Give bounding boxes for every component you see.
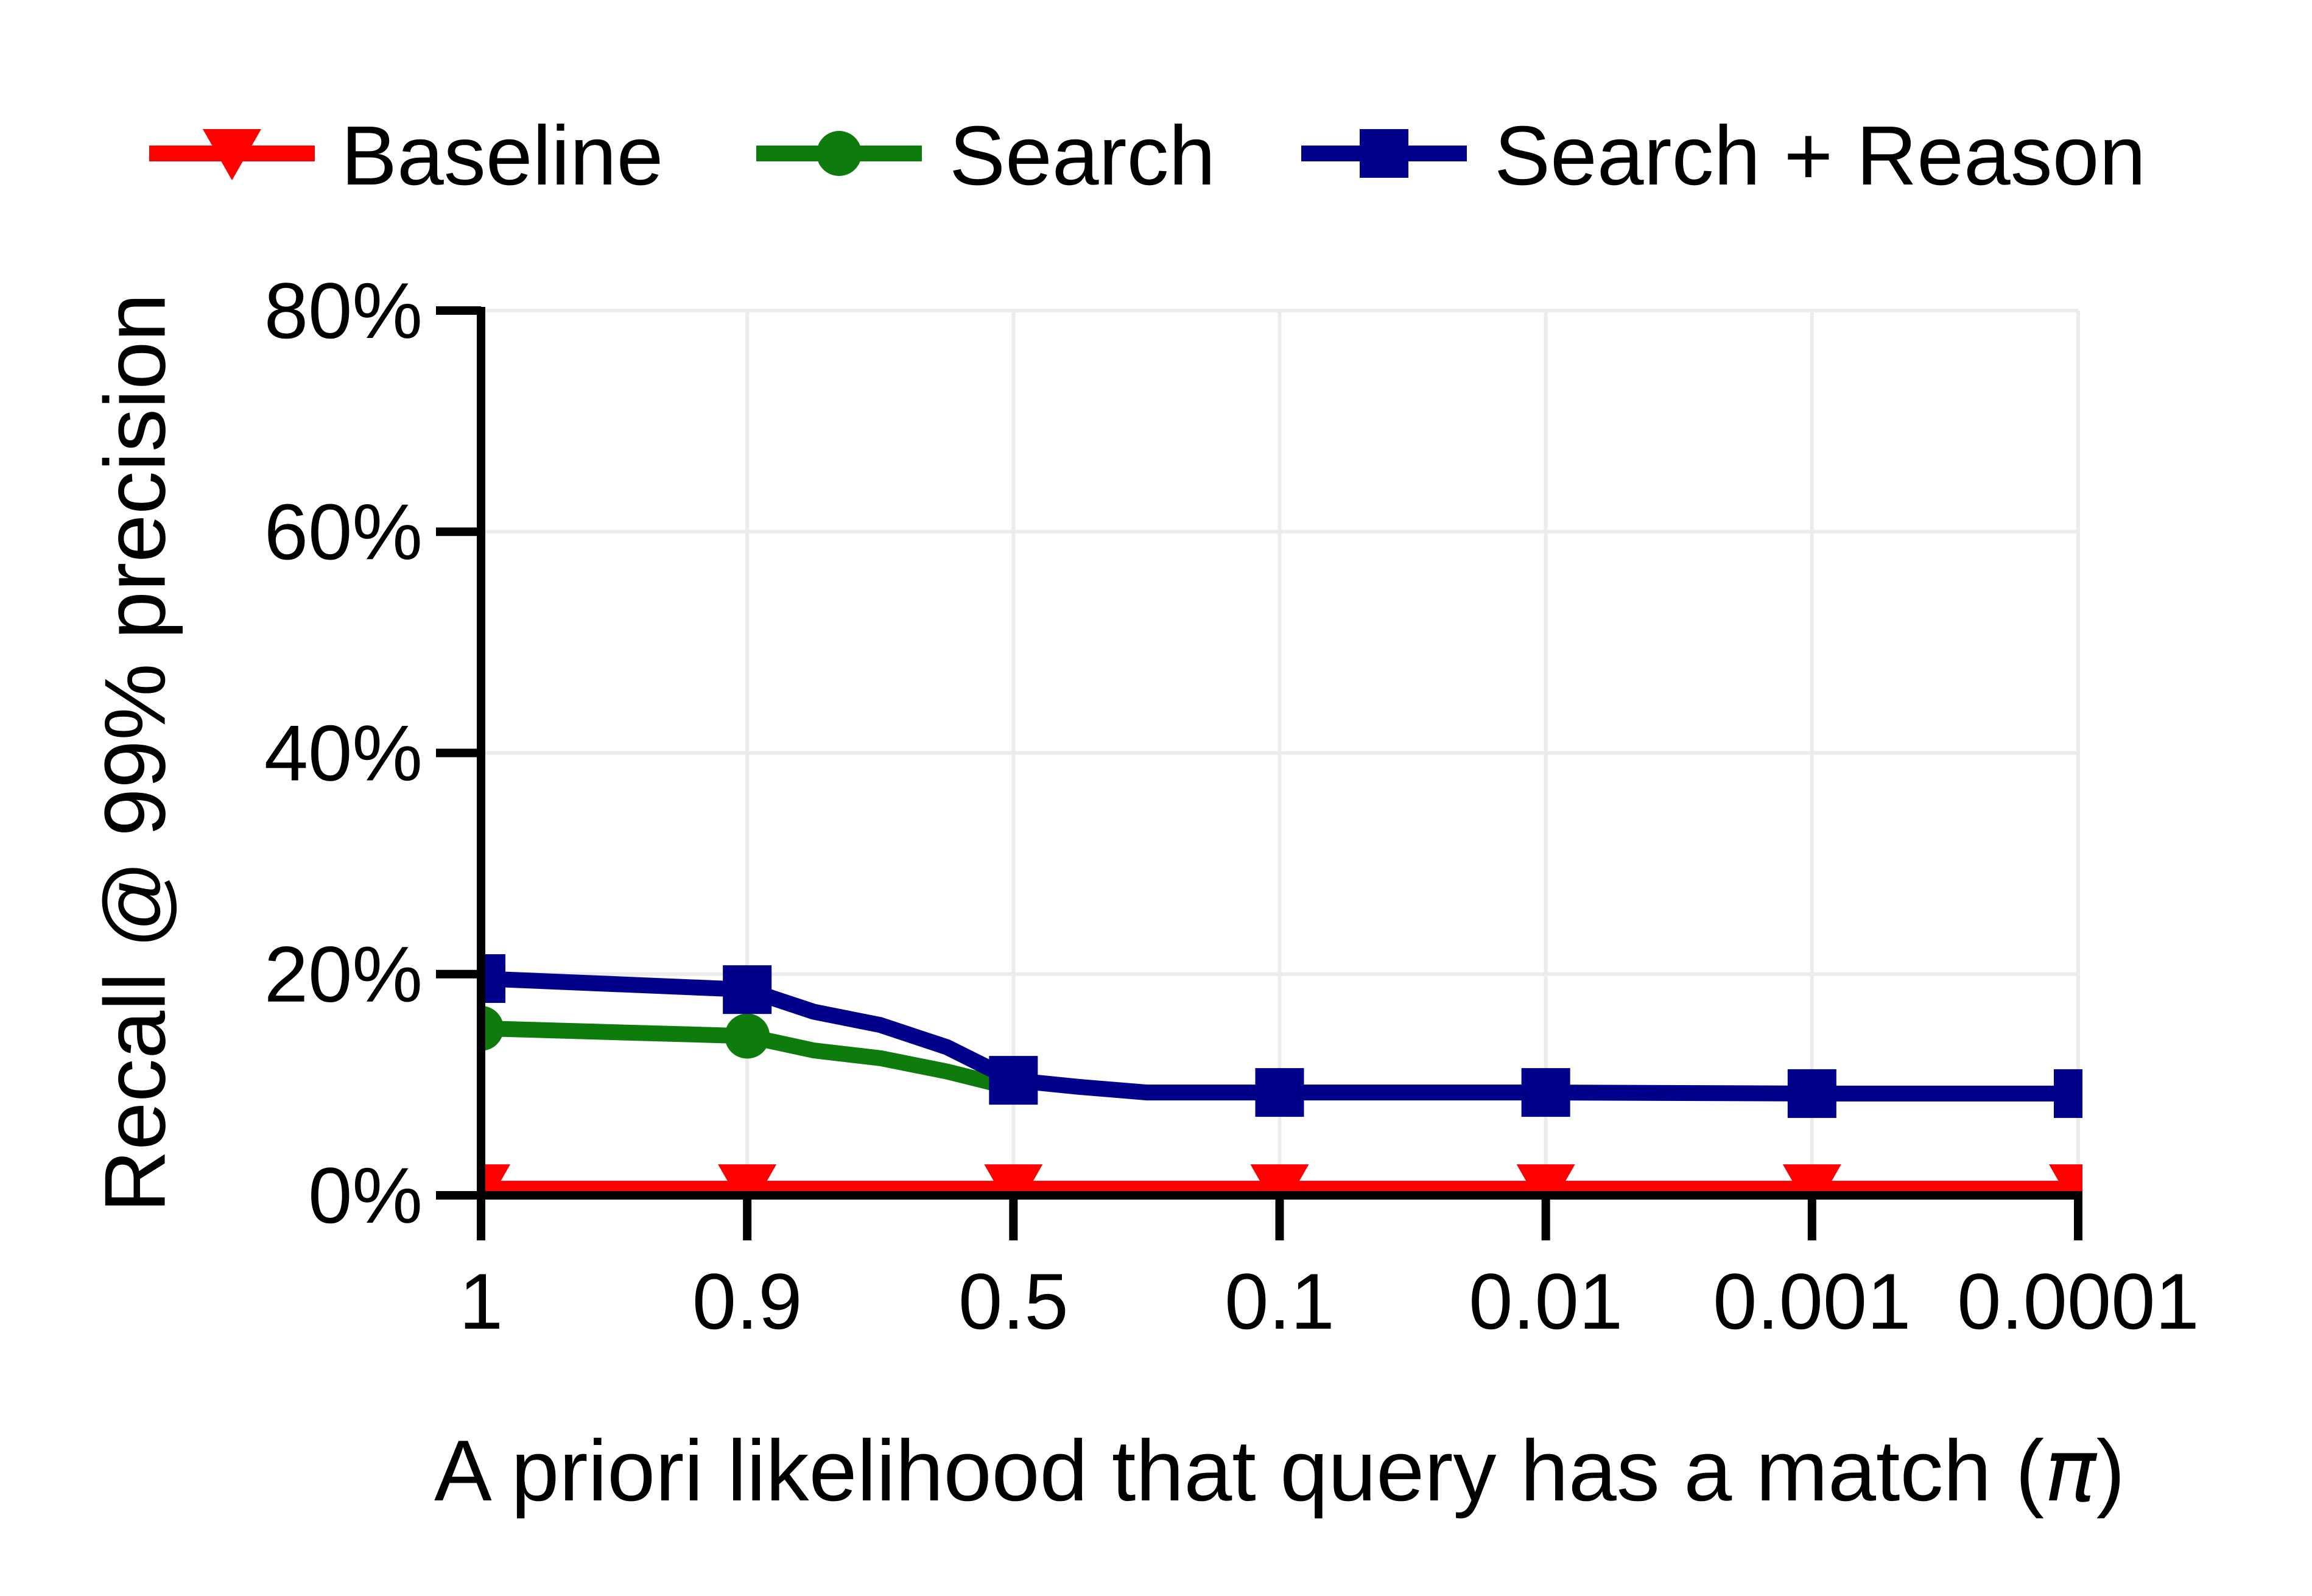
marker-square xyxy=(1787,1069,1836,1118)
x-tick-label: 0.01 xyxy=(1469,1257,1623,1346)
y-tick-label: 0% xyxy=(308,1151,423,1240)
x-tick-label: 0.5 xyxy=(958,1257,1069,1346)
x-axis-title: A priori likelihood that query has a mat… xyxy=(434,1421,2125,1521)
line-search xyxy=(480,1020,1016,1096)
legend-label: Search + Reason xyxy=(1494,109,2146,203)
y-tick-label: 80% xyxy=(264,266,423,355)
marker-square xyxy=(989,1056,1038,1105)
x-tick-label: 1 xyxy=(459,1257,503,1346)
marker-triangle-down xyxy=(1782,1164,1841,1195)
marker-triangle-down xyxy=(1250,1164,1309,1195)
marker-circle xyxy=(725,1013,770,1059)
x-tick-label: 0.1 xyxy=(1225,1257,1335,1346)
marker-triangle-down xyxy=(718,1164,777,1195)
marker-triangle-down xyxy=(984,1164,1043,1195)
y-tick-label: 20% xyxy=(264,930,423,1019)
marker-square xyxy=(2054,1069,2082,1118)
marker-triangle-down xyxy=(1516,1164,1575,1195)
marker-square xyxy=(1521,1068,1570,1117)
y-tick-label: 60% xyxy=(264,487,423,576)
legend-triangle-down-icon xyxy=(203,129,261,180)
x-tick-label: 0.9 xyxy=(692,1257,803,1346)
x-tick-label: 0.0001 xyxy=(1957,1257,2199,1346)
legend-label: Baseline xyxy=(341,109,663,203)
legend-label: Search xyxy=(949,109,1215,203)
legend-square-icon xyxy=(1360,129,1408,178)
y-axis-title: Recall @ 99% precision xyxy=(87,294,184,1213)
marker-triangle-down xyxy=(2049,1164,2082,1195)
y-tick-label: 40% xyxy=(264,709,423,798)
legend-circle-icon xyxy=(817,131,862,176)
x-tick-label: 0.001 xyxy=(1713,1257,1911,1346)
legend: Baseline Search Search + Reason xyxy=(149,109,2146,203)
series-group xyxy=(477,954,2082,1195)
marker-square xyxy=(723,965,772,1014)
marker-square xyxy=(1255,1068,1304,1117)
